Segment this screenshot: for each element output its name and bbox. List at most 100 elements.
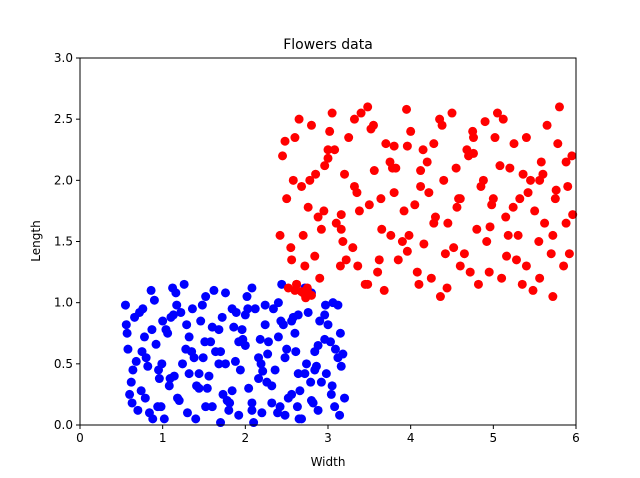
scatter-point: [487, 200, 497, 210]
scatter-point: [282, 344, 292, 354]
scatter-point: [336, 210, 346, 220]
scatter-point: [191, 414, 201, 424]
scatter-point: [559, 261, 569, 271]
scatter-point: [330, 402, 340, 412]
scatter-point: [465, 267, 475, 277]
scatter-point: [335, 328, 345, 338]
scatter-point: [495, 161, 505, 171]
scatter-point: [187, 304, 197, 314]
scatter-point: [133, 405, 143, 415]
x-tick-label: 3: [324, 431, 332, 445]
scatter-point: [220, 288, 230, 298]
scatter-point: [147, 325, 157, 335]
scatter-point: [391, 163, 401, 173]
scatter-point: [161, 325, 171, 335]
scatter-point: [247, 405, 257, 415]
scatter-point: [492, 108, 502, 118]
scatter-point: [548, 292, 558, 302]
scatter-point: [414, 279, 424, 289]
scatter-point: [315, 316, 325, 326]
y-tick-label: 3.0: [54, 51, 73, 65]
scatter-point: [260, 300, 270, 310]
scatter-point: [553, 139, 563, 149]
scatter-point: [440, 249, 450, 259]
scatter-point: [275, 230, 285, 240]
scatter-point: [267, 381, 277, 391]
scatter-point: [509, 139, 519, 149]
scatter-point: [184, 332, 194, 342]
scatter-point: [542, 120, 552, 130]
scatter-point: [377, 224, 387, 234]
scatter-point: [247, 283, 257, 293]
scatter-point: [273, 408, 283, 418]
scatter-point: [316, 224, 326, 234]
scatter-point: [548, 230, 558, 240]
scatter-point: [404, 230, 414, 240]
scatter-point: [429, 139, 439, 149]
chart-title: Flowers data: [283, 37, 373, 53]
y-axis-label: Length: [29, 220, 43, 261]
scatter-point: [234, 410, 244, 420]
scatter-point: [381, 139, 391, 149]
scatter-point: [148, 414, 158, 424]
scatter-point: [197, 300, 207, 310]
scatter-point: [534, 237, 544, 246]
scatter-point: [278, 151, 288, 161]
scatter-point: [225, 398, 235, 408]
scatter-point: [321, 369, 331, 379]
scatter-point: [204, 371, 214, 381]
scatter-point: [399, 206, 409, 216]
scatter-point: [231, 307, 241, 317]
scatter-point: [386, 230, 396, 240]
scatter-point: [254, 374, 264, 384]
scatter-point: [260, 320, 270, 330]
scatter-point: [528, 285, 538, 295]
scatter-point: [311, 169, 321, 179]
scatter-point: [503, 230, 513, 240]
scatter-point: [159, 414, 169, 424]
scatter-point: [546, 249, 556, 259]
scatter-point: [363, 102, 373, 112]
scatter-point: [373, 267, 383, 277]
scatter-point: [206, 337, 216, 347]
scatter-point: [238, 334, 248, 344]
scatter-point: [535, 273, 545, 283]
scatter-point: [480, 117, 490, 127]
scatter-point: [176, 307, 186, 317]
scatter-point: [255, 334, 265, 344]
scatter-point: [327, 381, 337, 391]
scatter-point: [276, 316, 286, 326]
scatter-point: [497, 273, 507, 283]
scatter-point: [280, 136, 290, 146]
scatter-point: [290, 328, 300, 338]
scatter-point: [149, 295, 159, 305]
scatter-point: [125, 389, 135, 399]
x-tick-label: 5: [490, 431, 498, 445]
scatter-point: [418, 145, 428, 155]
scatter-point: [184, 369, 194, 379]
scatter-point: [263, 337, 273, 347]
scatter-point: [335, 261, 345, 271]
x-tick-label: 4: [407, 431, 415, 445]
scatter-point: [273, 332, 283, 342]
scatter-point: [182, 320, 192, 330]
scatter-point: [198, 353, 208, 363]
scatter-point: [179, 279, 189, 289]
scatter-point: [363, 279, 373, 289]
scatter-point: [182, 408, 192, 418]
scatter-point: [340, 393, 350, 403]
scatter-point: [295, 386, 305, 396]
scatter-point: [196, 316, 206, 326]
scatter-point: [202, 383, 212, 393]
scatter-point: [323, 320, 333, 330]
scatter-point: [416, 181, 426, 191]
scatter-point: [526, 175, 536, 185]
scatter-point: [323, 153, 333, 163]
scatter-point: [294, 414, 304, 424]
scatter-point: [201, 292, 211, 302]
scatter-point: [442, 283, 452, 293]
scatter-point: [235, 365, 245, 375]
scatter-point: [164, 381, 174, 391]
scatter-point: [341, 255, 351, 265]
scatter-point: [306, 120, 316, 130]
